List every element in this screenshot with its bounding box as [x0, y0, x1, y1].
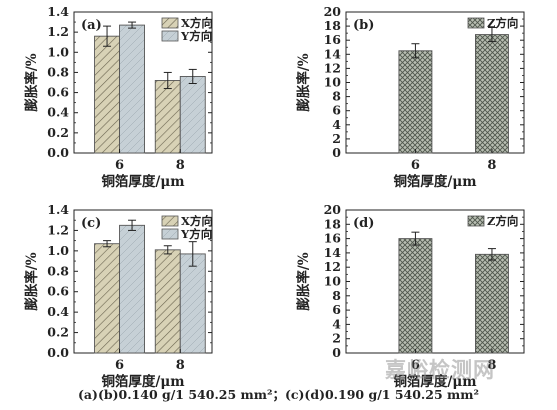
- y-tick-label: 1.4: [47, 202, 69, 217]
- legend-entry: X方向: [181, 214, 213, 228]
- y-tick-label: 18: [324, 216, 342, 231]
- y-tick-label: 0.4: [47, 105, 69, 120]
- y-tick-label: 0.8: [47, 263, 69, 278]
- bar-y-8: [179, 76, 206, 154]
- bar-y-8: [179, 253, 206, 354]
- y-tick-label: 16: [324, 32, 342, 47]
- y-tick-label: 0.8: [47, 64, 69, 79]
- y-tick-label: 0: [332, 345, 341, 360]
- bar-x-8: [154, 249, 181, 354]
- y-tick-label: 0.6: [47, 284, 69, 299]
- y-tick-label: 2: [332, 331, 341, 346]
- y-tick-label: 0.2: [47, 125, 69, 140]
- bar-x-8: [154, 80, 181, 154]
- y-tick-label: 0.6: [47, 85, 69, 100]
- legend-entry: Y方向: [180, 227, 212, 241]
- panel-label: (b): [353, 18, 374, 33]
- y-tick-label: 14: [324, 245, 342, 260]
- x-axis-label: 铜箔厚度/μm: [393, 373, 476, 390]
- bar-z-6: [398, 238, 433, 354]
- x-tick-label: 6: [411, 158, 420, 173]
- y-tick-label: 4: [332, 316, 341, 331]
- y-tick-label: 1.2: [47, 222, 69, 237]
- bar-z-6: [398, 50, 433, 154]
- y-tick-label: 18: [324, 18, 342, 33]
- chart-panel-3: 0.0 0.2 0.4 0.6 0.8 1.0 1.2 1.4 6 8 (c) X方向Y方向铜箔厚度/…: [23, 202, 213, 390]
- x-axis-label: 铜箔厚度/μm: [393, 173, 476, 190]
- legend-entry: Y方向: [180, 29, 212, 43]
- x-axis-label: 铜箔厚度/μm: [101, 173, 184, 190]
- legend-entry: Z方向: [487, 16, 518, 30]
- legend-swatch: [161, 30, 179, 42]
- y-tick-label: 12: [324, 60, 341, 75]
- x-axis-label: 铜箔厚度/μm: [101, 373, 184, 390]
- legend-entry: X方向: [181, 16, 213, 30]
- y-tick-label: 20: [324, 202, 342, 217]
- panel-label: (d): [353, 216, 374, 231]
- x-tick-label: 8: [487, 158, 496, 173]
- chart-panel-1: 0.0 0.2 0.4 0.6 0.8 1.0 1.2 1.4 6 8 (a) X方向Y方向铜箔厚度/…: [23, 4, 213, 190]
- y-axis-label: 膨胀率/%: [295, 252, 312, 310]
- bar-z-8: [475, 34, 509, 154]
- bar-z-8: [475, 253, 509, 354]
- y-tick-label: 10: [324, 75, 342, 90]
- y-tick-label: 14: [324, 46, 342, 61]
- x-tick-label: 8: [176, 358, 185, 373]
- legend-entry: Z方向: [487, 214, 518, 228]
- y-tick-label: 1.2: [47, 24, 69, 39]
- bar-x-6: [94, 35, 120, 154]
- y-tick-label: 20: [324, 4, 342, 19]
- watermark: 嘉峪检测网: [385, 358, 495, 382]
- y-tick-label: 0.0: [47, 145, 69, 160]
- x-tick-label: 6: [411, 358, 420, 373]
- y-axis-label: 膨胀率/%: [295, 53, 312, 111]
- bar-y-6: [119, 224, 145, 354]
- y-tick-label: 1.0: [47, 243, 69, 258]
- panel-label: (c): [81, 216, 101, 231]
- y-tick-label: 8: [332, 288, 341, 303]
- legend-swatch: [161, 17, 179, 29]
- y-tick-label: 1.0: [47, 44, 69, 59]
- y-tick-label: 12: [324, 259, 341, 274]
- legend-swatch: [161, 215, 179, 227]
- y-tick-label: 0.2: [47, 325, 69, 340]
- y-tick-label: 8: [332, 89, 341, 104]
- bar-y-6: [119, 24, 145, 154]
- y-tick-label: 1.4: [47, 4, 69, 19]
- x-tick-label: 6: [115, 358, 124, 373]
- x-tick-label: 8: [487, 358, 496, 373]
- y-tick-label: 6: [332, 103, 341, 118]
- legend-swatch: [467, 17, 485, 29]
- y-tick-label: 0.0: [47, 345, 69, 360]
- legend-swatch: [467, 215, 485, 227]
- y-tick-label: 0.4: [47, 304, 69, 319]
- panel-label: (a): [81, 18, 102, 33]
- x-tick-label: 8: [176, 158, 185, 173]
- bar-x-6: [94, 243, 120, 354]
- y-axis-label: 膨胀率/%: [23, 252, 40, 310]
- figure-caption: (a)(b)0.140 g/1 540.25 mm²；(c)(d)0.190 g…: [78, 387, 479, 402]
- y-tick-label: 6: [332, 302, 341, 317]
- y-tick-label: 4: [332, 117, 341, 132]
- legend-swatch: [161, 228, 179, 240]
- y-axis-label: 膨胀率/%: [23, 53, 40, 111]
- x-tick-label: 6: [115, 158, 124, 173]
- y-tick-label: 2: [332, 131, 341, 146]
- y-tick-label: 0: [332, 145, 341, 160]
- y-tick-label: 16: [324, 231, 342, 246]
- y-tick-label: 10: [324, 274, 342, 289]
